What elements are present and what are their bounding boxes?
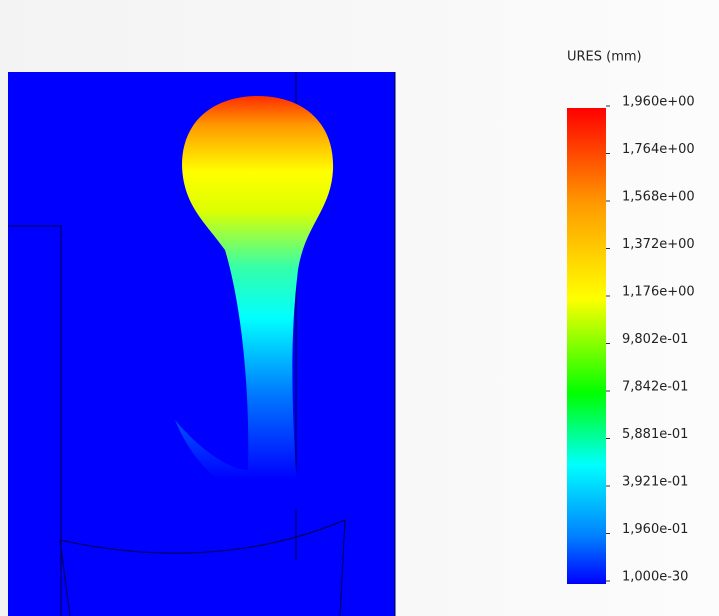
screen: URES (mm) 1,960e+00 1,764e+00 1,568e+00 1,3… xyxy=(0,0,719,616)
legend-label: 1,568e+00 xyxy=(622,190,695,205)
color-bar xyxy=(567,108,606,584)
legend-label: 1,000e-30 xyxy=(622,570,688,585)
legend-label: 1,960e+00 xyxy=(622,95,695,110)
legend-label: 9,802e-01 xyxy=(622,332,688,347)
legend-label: 7,842e-01 xyxy=(622,380,688,395)
legend-label: 1,960e-01 xyxy=(622,522,688,537)
legend-label: 1,372e+00 xyxy=(622,237,695,252)
legend-label: 1,176e+00 xyxy=(622,285,695,300)
legend-label: 5,881e-01 xyxy=(622,427,688,442)
legend-title: URES (mm) xyxy=(567,50,642,65)
legend-label: 3,921e-01 xyxy=(622,475,688,490)
legend-label: 1,764e+00 xyxy=(622,142,695,157)
